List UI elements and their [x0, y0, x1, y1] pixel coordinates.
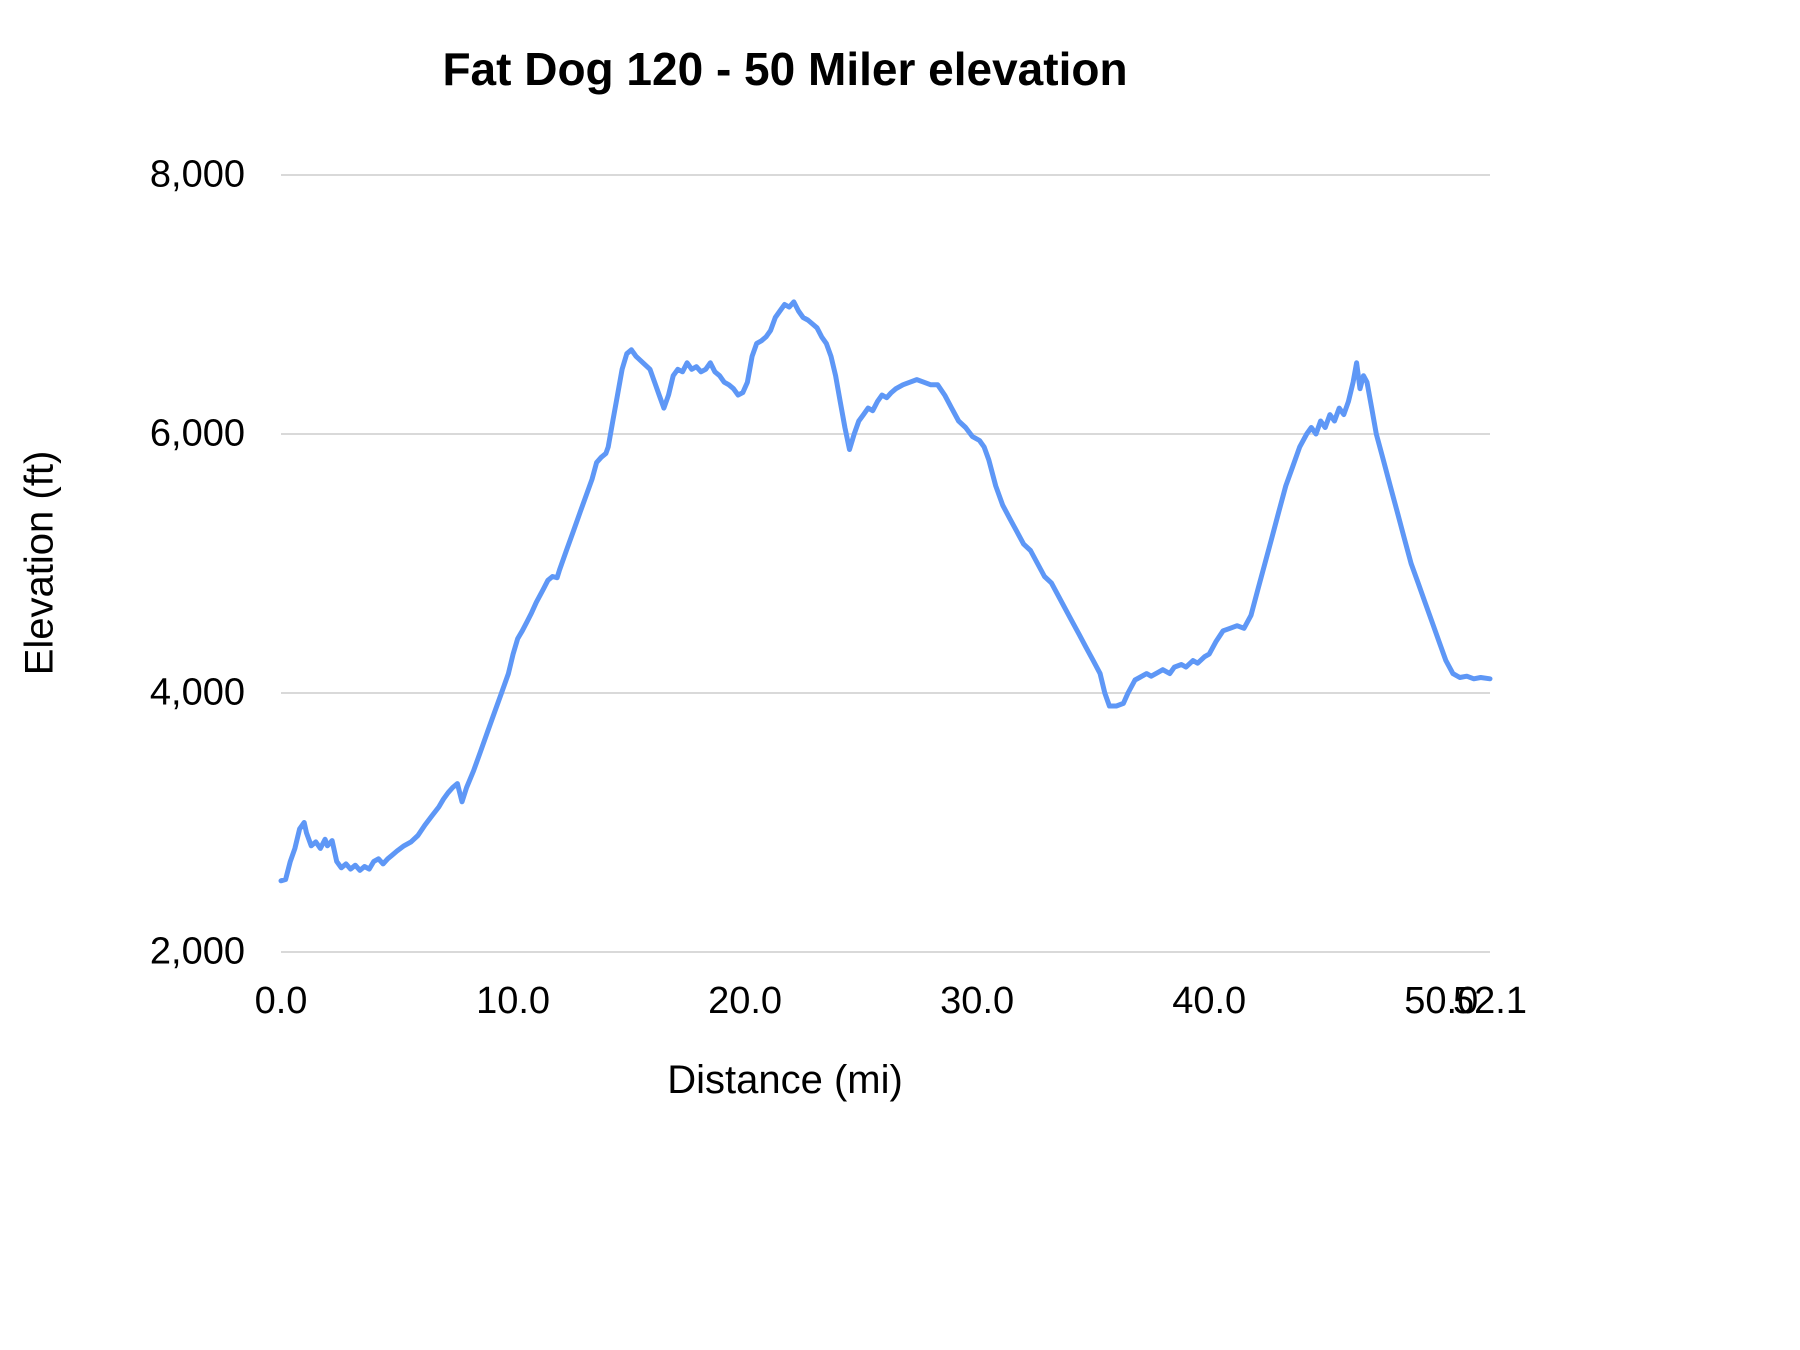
y-tick-label: 6,000 — [149, 412, 245, 455]
x-tick-label: 50.0 — [1404, 980, 1479, 1022]
x-tick-label: 10.0 — [476, 980, 551, 1022]
chart-title: Fat Dog 120 - 50 Miler elevation — [442, 43, 1128, 95]
x-tick-label: 30.0 — [940, 980, 1015, 1022]
x-tick-label: 0.0 — [254, 980, 308, 1022]
y-tick-label: 2,000 — [149, 930, 245, 973]
x-tick-label: 20.0 — [708, 980, 783, 1022]
y-tick-label: 8,000 — [149, 153, 245, 196]
elevation-line — [278, 299, 1493, 884]
y-tick-label: 4,000 — [149, 671, 245, 714]
x-tick-label: 40.0 — [1172, 980, 1247, 1022]
x-tick-label: 52.1 — [1453, 980, 1527, 1022]
x-axis-title: Distance (mi) — [667, 1058, 903, 1102]
